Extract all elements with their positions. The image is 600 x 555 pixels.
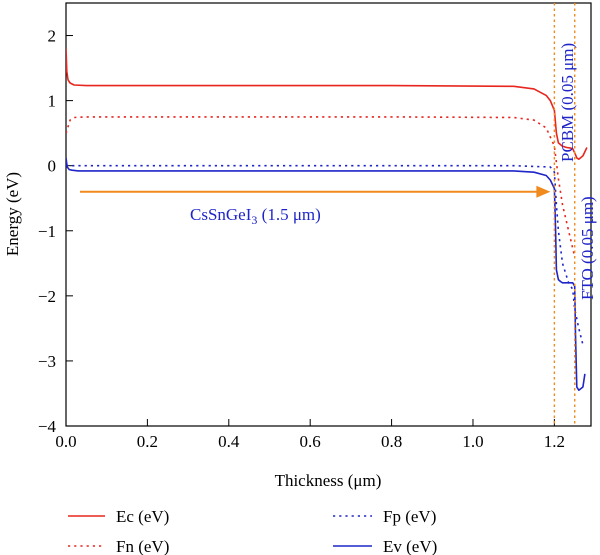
series-line-3 (66, 157, 586, 392)
series-layer (66, 48, 588, 392)
legend: Ec (eV) Fn (eV) Fp (eV) Ev (eV) (68, 507, 437, 555)
legend-label-fp: Fp (eV) (383, 507, 436, 526)
x-tick-label-5: 1.0 (462, 432, 483, 451)
x-tick-label-6: 1.2 (544, 432, 565, 451)
pcbm-label: PCBM (0.05 μm) (558, 43, 577, 162)
y-tick-label-4: −2 (38, 287, 56, 306)
y-tick-label-0: 2 (48, 27, 57, 46)
x-tick-label-4: 0.8 (381, 432, 402, 451)
main-layer-label-base: CsSnGeI (190, 205, 252, 224)
y-tick-label-1: 1 (48, 92, 57, 111)
x-tick-label-1: 0.2 (137, 432, 158, 451)
legend-item-fp: Fp (eV) (333, 507, 436, 526)
legend-label-ev: Ev (eV) (383, 537, 437, 555)
x-tick-label-3: 0.6 (300, 432, 321, 451)
main-layer-label-sub: 3 (251, 213, 257, 227)
layer-arrow-head (536, 185, 551, 198)
y-tick-label-2: 0 (48, 157, 57, 176)
x-tick-label-2: 0.4 (218, 432, 240, 451)
y-tick-label-6: −4 (38, 417, 57, 436)
x-axis-label: Thickness (μm) (275, 471, 382, 490)
main-layer-label-rest: (1.5 μm) (257, 205, 320, 224)
y-tick-label-3: −1 (38, 222, 56, 241)
fto-label: FTO (0.05 μm) (578, 196, 597, 300)
main-layer-label: CsSnGeI3 (1.5 μm) (190, 205, 321, 227)
x-tick-label-0: 0.0 (55, 432, 76, 451)
axis-ticks: 0.0 0.2 0.4 0.6 0.8 1.0 1.2 2 1 0 −1 −2 −3 −4 (38, 27, 565, 451)
series-line-0 (66, 48, 588, 160)
legend-item-ev: Ev (eV) (333, 537, 437, 555)
y-tick-label-5: −3 (38, 352, 56, 371)
legend-label-ec: Ec (eV) (116, 507, 169, 526)
series-line-1 (66, 116, 576, 257)
legend-item-ec: Ec (eV) (68, 507, 169, 526)
y-axis-label: Energy (eV) (3, 172, 22, 256)
annotations (80, 185, 551, 198)
legend-item-fn: Fn (eV) (68, 537, 169, 555)
reference-lines (553, 3, 576, 426)
plot-frame (65, 2, 592, 427)
legend-label-fn: Fn (eV) (116, 537, 169, 555)
